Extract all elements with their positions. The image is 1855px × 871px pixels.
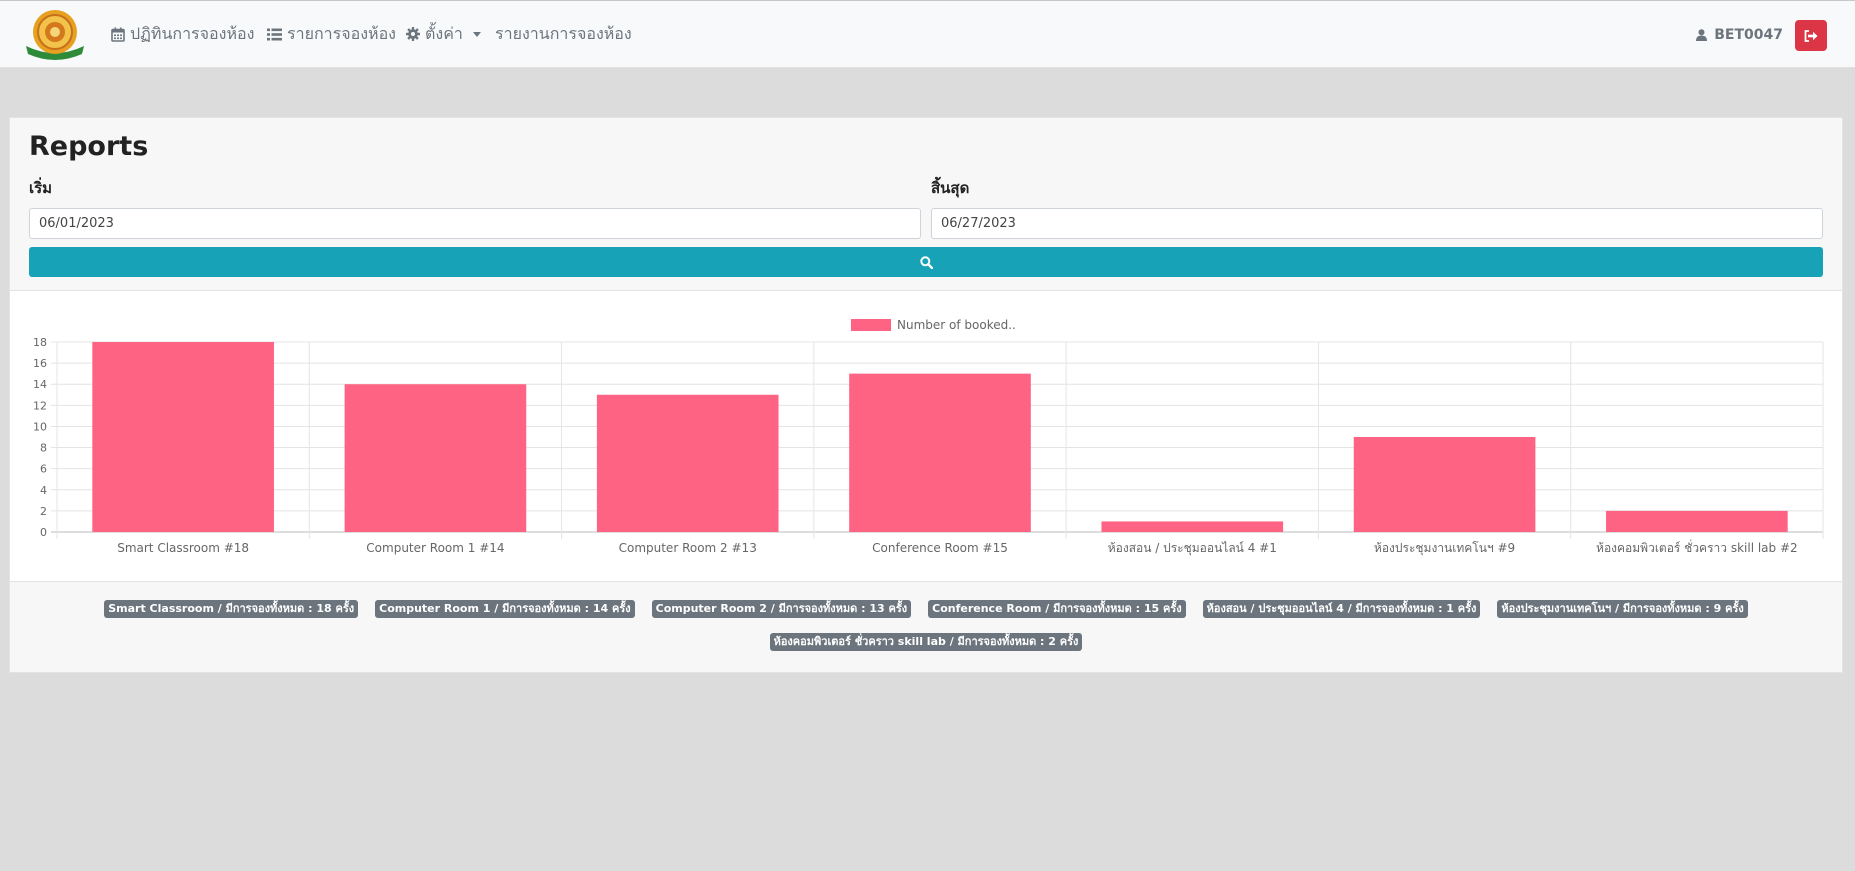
nav-settings-label: ตั้งค่า [425, 24, 463, 43]
summary-badge: ห้องคอมพิวเตอร์ ชั่วคราว skill lab / มีก… [769, 633, 1083, 651]
organization-logo[interactable] [22, 8, 88, 62]
bar [1353, 437, 1536, 532]
nav-settings-dropdown[interactable]: ตั้งค่า [406, 23, 481, 45]
y-tick-label: 8 [40, 442, 47, 455]
user-name: BET0047 [1714, 27, 1783, 43]
x-tick-label: ห้องคอมพิวเตอร์ ชั่วคราว skill lab #2 [1596, 539, 1798, 555]
report-card: Reports เริ่ม สิ้นสุด 0 2 4 6 8 10 12 14 16 18 Sma… [9, 117, 1843, 673]
top-navbar: ปฏิทินการจองห้อง รายการจองห้อง ตั้งค่า ร… [0, 0, 1855, 68]
y-tick-label: 18 [33, 336, 47, 349]
logout-button[interactable] [1795, 20, 1827, 51]
summary-badge: Computer Room 2 / มีการจองทั้งหมด : 13 ค… [651, 600, 912, 618]
nav-calendar[interactable]: ปฏิทินการจองห้อง [111, 23, 254, 45]
bar [596, 394, 779, 532]
summary-badge: Smart Classroom / มีการจองทั้งหมด : 18 ค… [104, 600, 359, 618]
y-tick-label: 0 [40, 526, 47, 539]
end-date-input[interactable] [931, 208, 1823, 239]
booking-bar-chart: 0 2 4 6 8 10 12 14 16 18 Smart Classroom #18 Comput… [33, 318, 1824, 556]
summary-badge: Conference Room / มีการจองทั้งหมด : 15 ค… [928, 600, 1186, 618]
calendar-icon [111, 27, 125, 42]
summary-badge: ห้องประชุมงานเทคโนฯ / มีการจองทั้งหมด : … [1497, 600, 1748, 618]
y-tick-label: 12 [33, 399, 47, 412]
summary-badge: ห้องสอน / ประชุมออนไลน์ 4 / มีการจองทั้ง… [1202, 600, 1481, 618]
search-icon [919, 255, 933, 269]
y-tick-label: 10 [33, 420, 47, 433]
x-tick-label: Computer Room 2 #13 [619, 541, 757, 555]
summary-footer: Smart Classroom / มีการจองทั้งหมด : 18 ค… [10, 581, 1842, 672]
nav-bookings[interactable]: รายการจองห้อง [267, 23, 396, 45]
report-filter-header: Reports เริ่ม สิ้นสุด [10, 118, 1842, 291]
bar [1101, 521, 1284, 532]
bar [344, 384, 527, 532]
x-tick-label: ห้องประชุมงานเทคโนฯ #9 [1374, 541, 1515, 556]
start-date-label: เริ่ม [29, 179, 53, 197]
search-button[interactable] [29, 247, 1823, 277]
y-tick-label: 2 [40, 505, 47, 518]
y-tick-label: 14 [33, 378, 47, 391]
user-menu[interactable]: BET0047 [1696, 26, 1783, 44]
y-tick-label: 16 [33, 357, 47, 370]
user-icon [1696, 29, 1708, 41]
y-tick-label: 4 [40, 484, 47, 497]
chevron-down-icon [472, 31, 481, 37]
x-tick-label: Computer Room 1 #14 [366, 541, 504, 555]
bar [849, 373, 1031, 532]
summary-badges: Smart Classroom / มีการจองทั้งหมด : 18 ค… [10, 582, 1842, 651]
sign-out-icon [1804, 29, 1818, 42]
x-tick-label: ห้องสอน / ประชุมออนไลน์ 4 #1 [1108, 541, 1277, 556]
start-date-input[interactable] [29, 208, 921, 239]
nav-calendar-label: ปฏิทินการจองห้อง [130, 24, 255, 43]
page-title: Reports [29, 131, 149, 162]
legend-swatch [851, 319, 891, 331]
summary-badge: Computer Room 1 / มีการจองทั้งหมด : 14 ค… [375, 600, 635, 618]
y-tick-label: 6 [40, 463, 47, 476]
legend-label: Number of booked.. [897, 318, 1016, 332]
bar [92, 342, 274, 532]
x-tick-label: Smart Classroom #18 [117, 541, 249, 555]
bar [1606, 510, 1788, 532]
x-tick-label: Conference Room #15 [872, 541, 1008, 555]
nav-report-label: รายงานการจองห้อง [495, 24, 632, 43]
gear-icon [406, 27, 420, 41]
end-date-label: สิ้นสุด [931, 179, 970, 197]
nav-report[interactable]: รายงานการจองห้อง [495, 23, 632, 45]
nav-bookings-label: รายการจองห้อง [287, 24, 396, 43]
list-icon [267, 28, 282, 40]
